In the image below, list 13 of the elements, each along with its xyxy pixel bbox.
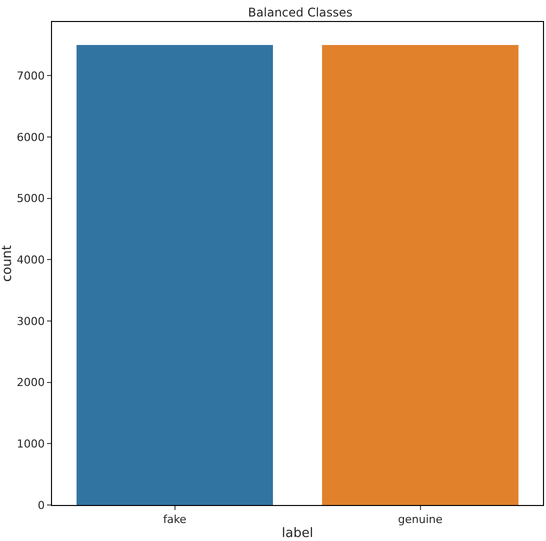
y-tick-label: 0 (38, 498, 45, 512)
x-axis-title: label (282, 526, 314, 541)
x-tick-label: genuine (398, 513, 443, 526)
y-tick-label: 1000 (16, 438, 45, 451)
x-tick-label: fake (163, 513, 187, 526)
y-tick-label: 7000 (16, 70, 45, 83)
y-tick-label: 5000 (16, 192, 45, 206)
y-tick-label: 6000 (16, 130, 45, 144)
y-axis-title: count (0, 245, 15, 282)
y-tick-label: 4000 (16, 254, 45, 267)
y-tick-label: 3000 (16, 314, 45, 328)
chart-title: Balanced Classes (248, 6, 353, 20)
y-tick-label: 2000 (16, 376, 45, 390)
